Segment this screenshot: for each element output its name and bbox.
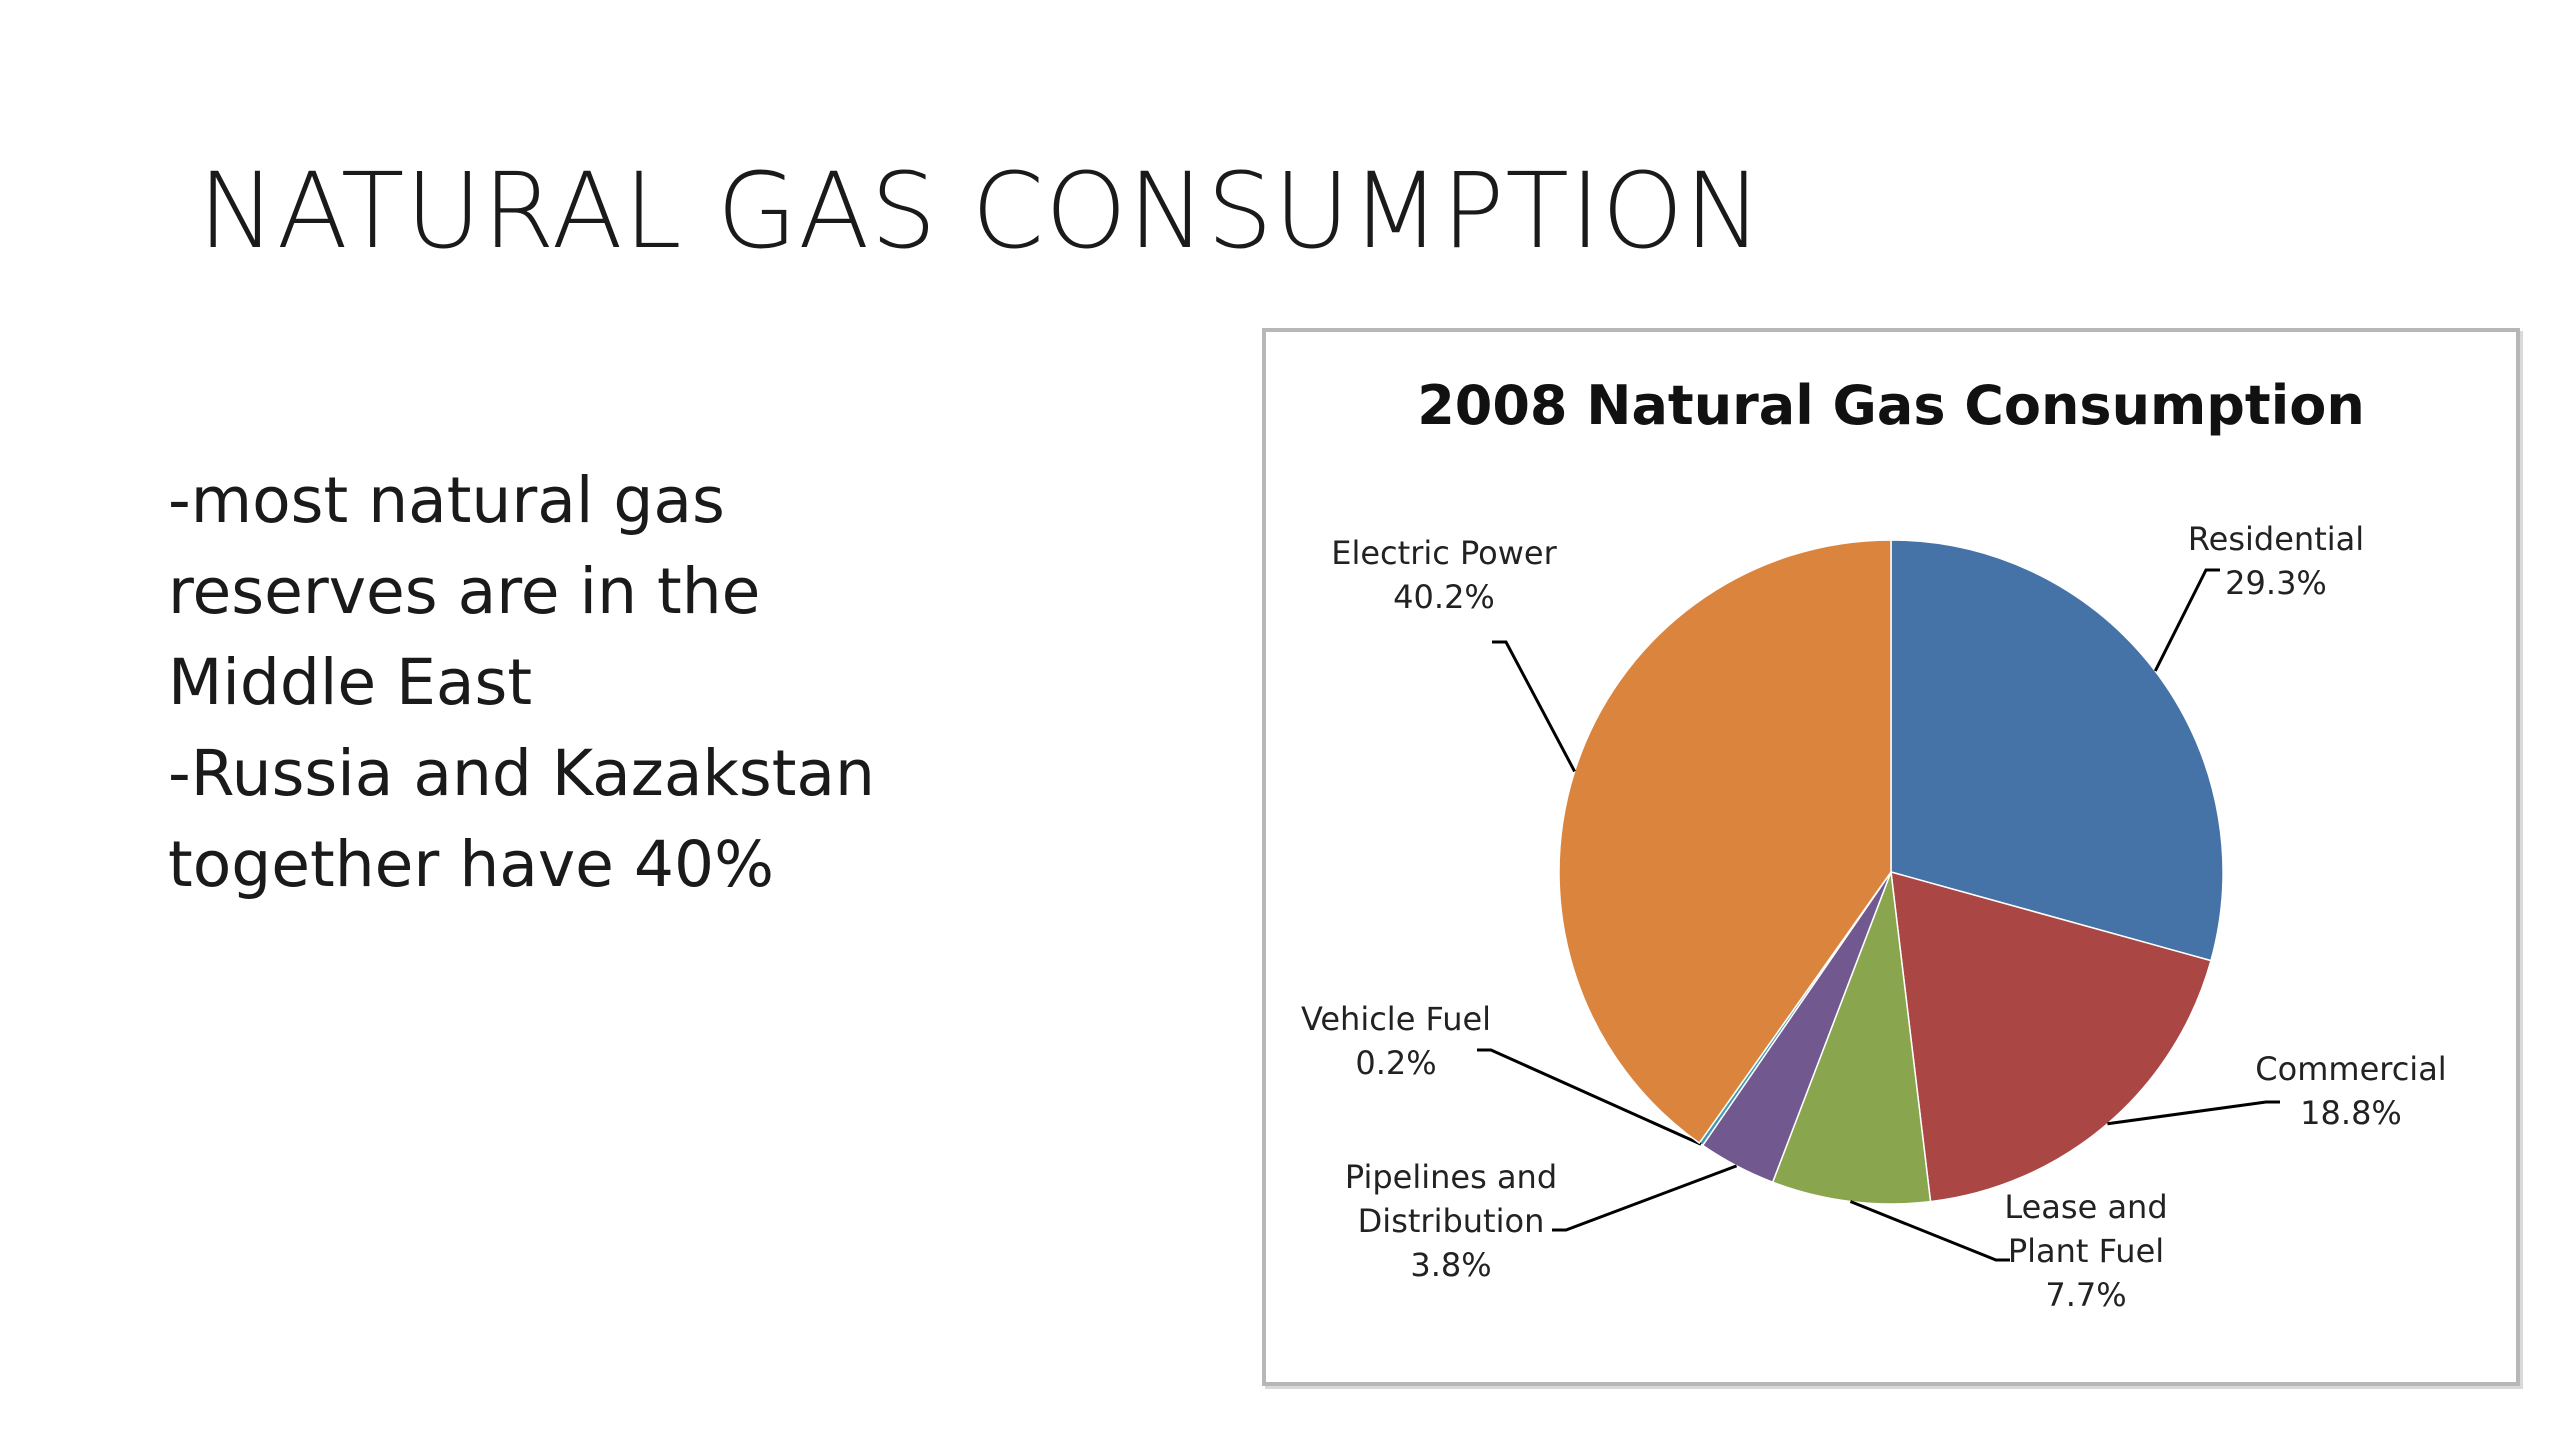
pie-slice-residential	[1890, 539, 2224, 962]
bullet-line: -most natural gas	[168, 464, 725, 537]
bullet-text: -most natural gas reserves are in the Mi…	[168, 455, 928, 910]
bullet-line: Middle East	[168, 646, 533, 719]
leader-line	[2153, 568, 2220, 672]
leader-line	[1849, 1200, 2010, 1262]
bullet-line: together have 40%	[168, 828, 774, 901]
bullet-line: -Russia and Kazakstan	[168, 737, 875, 810]
leader-line	[1552, 1164, 1738, 1232]
pie-slice-lease-and-plant-fuel	[1771, 871, 1932, 1205]
leader-line	[1477, 1048, 1702, 1146]
slice-label: Pipelines and Distribution 3.8%	[1345, 1158, 1557, 1284]
leader-line	[1492, 640, 1576, 773]
slice-label: Lease and Plant Fuel 7.7%	[2004, 1188, 2167, 1314]
slide-title: NATURAL GAS CONSUMPTION	[198, 150, 1764, 272]
chart-title: 2008 Natural Gas Consumption	[1417, 374, 2365, 437]
slice-label: Commercial 18.8%	[2255, 1050, 2446, 1132]
pie-slice-commercial	[1890, 870, 2212, 1203]
slice-label: Residential 29.3%	[2188, 520, 2364, 602]
slice-label: Vehicle Fuel 0.2%	[1301, 1000, 1491, 1082]
pie-chart: Residential 29.3% Commercial 18.8% Lease and…	[1301, 520, 2447, 1314]
bullet-line: reserves are in the	[168, 555, 761, 628]
pie-chart-frame: 2008 Natural Gas Consumption Residential…	[1262, 328, 2520, 1386]
leader-line	[2107, 1100, 2280, 1126]
slice-label: Electric Power 40.2%	[1331, 534, 1557, 616]
